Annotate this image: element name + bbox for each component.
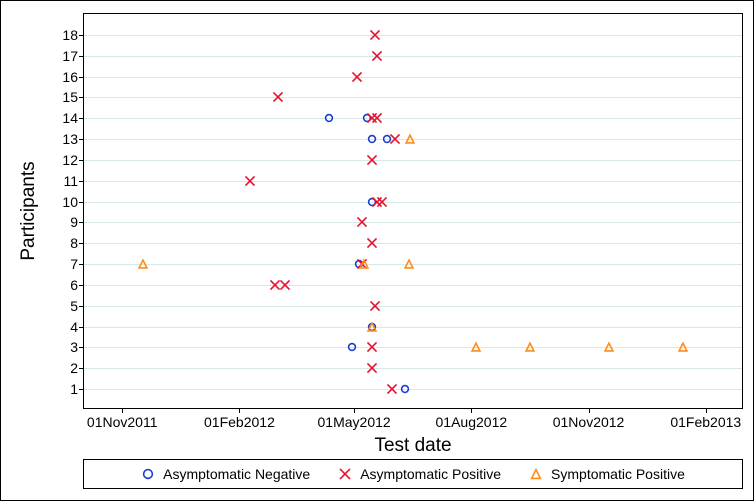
- y-tick-label: 12: [62, 152, 84, 168]
- data-point: [377, 196, 388, 207]
- data-point: [137, 259, 148, 270]
- data-point: [347, 342, 357, 352]
- legend: Asymptomatic Negative Asymptomatic Positi…: [83, 459, 743, 489]
- data-point: [324, 113, 334, 123]
- legend-label: Symptomatic Positive: [551, 466, 685, 482]
- data-point: [369, 29, 380, 40]
- x-tick-label: 01Aug2012: [436, 408, 508, 430]
- gridline: [84, 56, 742, 57]
- y-tick-label: 15: [62, 89, 84, 105]
- x-icon: [338, 467, 352, 481]
- data-point: [359, 259, 370, 270]
- gridline: [84, 306, 742, 307]
- x-tick-label: 01May2012: [318, 408, 391, 430]
- x-tick-label: 01Nov2011: [87, 408, 158, 430]
- y-axis-label: Participants: [18, 161, 40, 260]
- gridline: [84, 347, 742, 348]
- data-point: [400, 384, 410, 394]
- data-point: [603, 342, 614, 353]
- data-point: [387, 384, 398, 395]
- gridline: [84, 77, 742, 78]
- data-point: [280, 279, 291, 290]
- gridline: [84, 202, 742, 203]
- data-point: [366, 342, 377, 353]
- x-tick-label: 01Feb2013: [670, 408, 741, 430]
- data-point: [369, 300, 380, 311]
- y-tick-label: 16: [62, 69, 84, 85]
- circle-icon: [141, 467, 155, 481]
- y-tick-label: 10: [62, 194, 84, 210]
- legend-item: Asymptomatic Negative: [141, 466, 310, 482]
- data-point: [372, 113, 383, 124]
- data-point: [389, 134, 400, 145]
- y-tick-label: 5: [70, 298, 84, 314]
- data-point: [366, 154, 377, 165]
- y-tick-label: 7: [70, 256, 84, 272]
- gridline: [84, 97, 742, 98]
- gridline: [84, 327, 742, 328]
- y-tick-label: 9: [70, 214, 84, 230]
- data-point: [372, 50, 383, 61]
- data-point: [677, 342, 688, 353]
- gridline: [84, 35, 742, 36]
- y-tick-label: 8: [70, 235, 84, 251]
- gridline: [84, 243, 742, 244]
- data-point: [524, 342, 535, 353]
- x-tick-label: 01Feb2012: [204, 408, 275, 430]
- y-tick-label: 4: [70, 319, 84, 335]
- y-tick-label: 2: [70, 360, 84, 376]
- gridline: [84, 118, 742, 119]
- plot-area: 12345678910111213141516171801Nov201101Fe…: [83, 13, 743, 409]
- x-axis-label: Test date: [374, 435, 451, 457]
- legend-label: Asymptomatic Negative: [163, 466, 310, 482]
- y-tick-label: 17: [62, 48, 84, 64]
- data-point: [366, 363, 377, 374]
- data-point: [351, 71, 362, 82]
- data-point: [403, 259, 414, 270]
- data-point: [367, 134, 377, 144]
- gridline: [84, 368, 742, 369]
- gridline: [84, 160, 742, 161]
- legend-item: Asymptomatic Positive: [338, 466, 501, 482]
- y-tick-label: 6: [70, 277, 84, 293]
- gridline: [84, 181, 742, 182]
- y-tick-label: 1: [70, 381, 84, 397]
- y-tick-label: 14: [62, 110, 84, 126]
- data-point: [244, 175, 255, 186]
- y-tick-label: 11: [63, 173, 84, 189]
- data-point: [272, 92, 283, 103]
- triangle-icon: [529, 467, 543, 481]
- gridline: [84, 389, 742, 390]
- data-point: [471, 342, 482, 353]
- y-tick-label: 18: [62, 27, 84, 43]
- data-point: [366, 238, 377, 249]
- x-tick-label: 01Nov2012: [553, 408, 625, 430]
- y-tick-label: 13: [62, 131, 84, 147]
- legend-item: Symptomatic Positive: [529, 466, 685, 482]
- data-point: [366, 321, 377, 332]
- gridline: [84, 285, 742, 286]
- data-point: [356, 217, 367, 228]
- data-point: [405, 134, 416, 145]
- legend-label: Asymptomatic Positive: [360, 466, 501, 482]
- gridline: [84, 222, 742, 223]
- figure: 12345678910111213141516171801Nov201101Fe…: [0, 0, 754, 501]
- y-tick-label: 3: [70, 339, 84, 355]
